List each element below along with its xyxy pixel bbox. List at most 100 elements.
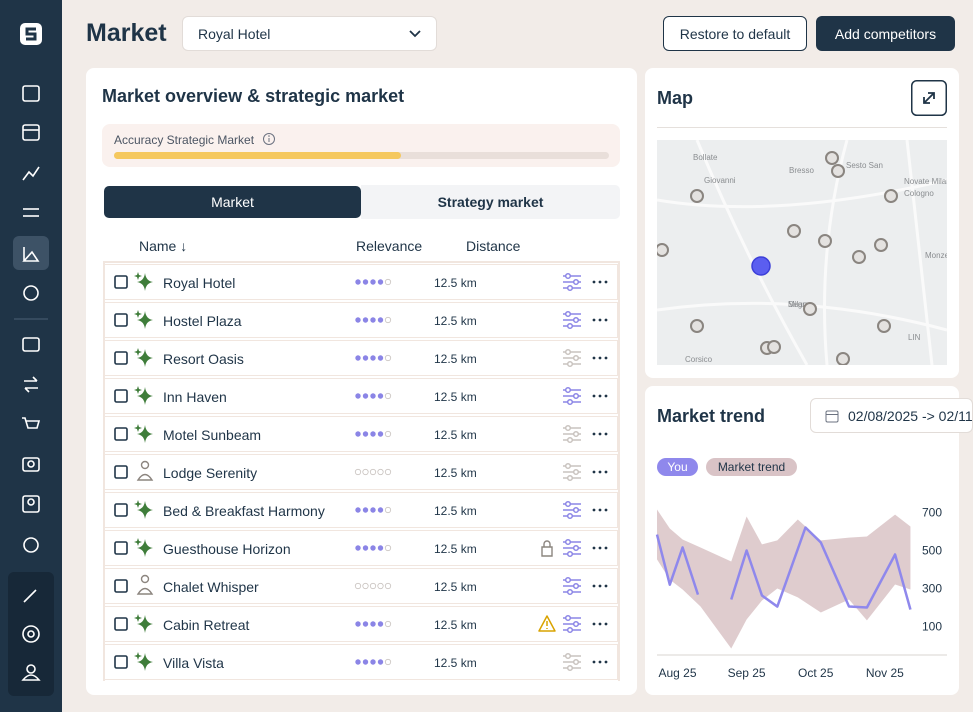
settings-icon[interactable] [563, 272, 581, 292]
map-pin[interactable] [874, 238, 888, 252]
map-pin[interactable] [818, 234, 832, 248]
map-place: Giovanni [704, 176, 736, 185]
slider-knob [566, 512, 574, 520]
table-row[interactable]: Royal Hotel 12.5 km [104, 264, 618, 300]
checkbox[interactable] [114, 655, 128, 669]
relevance-dots [355, 620, 392, 628]
checkbox[interactable] [114, 503, 128, 517]
table-row[interactable]: Chalet Whisper 12.5 km [104, 568, 618, 604]
legend-label: Market trend [718, 460, 785, 474]
map-place: Monzese [925, 251, 947, 260]
checkbox[interactable] [114, 275, 128, 289]
map-pin[interactable] [825, 151, 839, 165]
slider-knob [564, 576, 572, 584]
relevance-dot [362, 545, 369, 551]
relevance-dots [355, 278, 392, 286]
more-dot [592, 356, 596, 360]
tab-market[interactable]: Market [104, 186, 361, 218]
map-pin[interactable] [690, 319, 704, 333]
tab-strategy[interactable]: Strategy market [361, 185, 620, 219]
checkbox[interactable] [114, 389, 128, 403]
settings-icon[interactable] [563, 614, 581, 634]
date-picker[interactable]: 02/08/2025 -> 02/11/2025 [810, 398, 973, 433]
relevance-dot [355, 507, 361, 513]
relevance-dot [362, 355, 369, 361]
row-icons [114, 424, 608, 444]
settings-icon[interactable] [563, 386, 581, 406]
legend-pill[interactable] [706, 458, 797, 476]
map-pin[interactable] [852, 250, 866, 264]
row-icons [114, 460, 608, 482]
table-row[interactable]: Guesthouse Horizon 12.5 km [104, 530, 618, 566]
slider-knob [572, 658, 580, 666]
hotel-distance: 12.5 km [434, 390, 477, 404]
map-pin[interactable] [767, 340, 781, 354]
relevance-dot [362, 393, 369, 399]
relevance-dot [377, 582, 384, 590]
settings-icon[interactable] [563, 538, 581, 558]
settings-icon[interactable] [563, 310, 581, 330]
relevance-dot [362, 431, 369, 437]
checkbox[interactable] [114, 541, 128, 555]
map-pin[interactable] [831, 164, 845, 178]
accuracy-bar [114, 152, 402, 159]
table-row[interactable]: Cabin Retreat 12.5 km [104, 606, 618, 642]
more-dot [598, 432, 602, 436]
settings-icon[interactable] [563, 462, 581, 482]
table-row[interactable]: Hostel Plaza 12.5 km [104, 302, 618, 338]
map-pin[interactable] [836, 352, 850, 365]
relevance-dot [355, 431, 361, 437]
table-row[interactable]: Lodge Serenity 12.5 km [104, 454, 618, 490]
col-name[interactable]: Name ↓ [139, 238, 188, 254]
map-pin[interactable] [884, 189, 898, 203]
settings-icon[interactable] [563, 652, 581, 672]
settings-icon[interactable] [563, 500, 581, 520]
person-icon [136, 460, 154, 481]
checkbox[interactable] [114, 313, 128, 327]
map-pin-self[interactable] [751, 256, 771, 276]
slider-knob [572, 506, 580, 514]
map-pin[interactable] [657, 243, 669, 257]
relevance-dot [384, 354, 392, 362]
relevance-dot [362, 582, 369, 590]
relevance-dot [354, 468, 362, 476]
settings-icon[interactable] [563, 576, 581, 596]
add-button[interactable]: Add competitors [816, 16, 955, 51]
checkbox[interactable] [114, 579, 128, 593]
table-row[interactable]: Resort Oasis 12.5 km [104, 340, 618, 376]
table-row[interactable]: Bed & Breakfast Harmony 12.5 km [104, 492, 618, 528]
more-dot [592, 546, 596, 550]
relevance-dot [384, 620, 392, 628]
expand-button[interactable] [911, 80, 947, 116]
slider-knob [566, 398, 574, 406]
settings-icon[interactable] [563, 348, 581, 368]
slider-knob [564, 310, 572, 318]
map-pin[interactable] [803, 302, 817, 316]
relevance-dot [362, 507, 369, 513]
checkbox[interactable] [114, 617, 128, 631]
more-dot [592, 432, 596, 436]
checkbox[interactable] [114, 465, 128, 479]
settings-icon[interactable] [563, 424, 581, 444]
relevance-dot [370, 621, 376, 627]
row-icons [114, 310, 608, 330]
hotel-distance: 12.5 km [434, 466, 477, 480]
hotel-select[interactable]: Royal Hotel [182, 16, 437, 51]
table-row[interactable]: Motel Sunbeam 12.5 km [104, 416, 618, 452]
more-dot [598, 584, 602, 588]
slider-knob [566, 284, 574, 292]
checkbox[interactable] [114, 427, 128, 441]
relevance-dot [369, 582, 377, 590]
checkbox[interactable] [114, 351, 128, 365]
table-row[interactable]: Villa Vista 12.5 km [104, 644, 618, 680]
legend-pill[interactable] [657, 458, 698, 476]
map-pin[interactable] [877, 319, 891, 333]
info-icon[interactable] [262, 132, 276, 146]
map-place: LIN [908, 333, 921, 342]
map-pin[interactable] [690, 189, 704, 203]
map-pin[interactable] [787, 224, 801, 238]
restore-button[interactable]: Restore to default [663, 16, 807, 51]
hotel-name: Lodge Serenity [163, 465, 258, 481]
col-relevance: Relevance [356, 238, 423, 254]
table-row[interactable]: Inn Haven 12.5 km [104, 378, 618, 414]
